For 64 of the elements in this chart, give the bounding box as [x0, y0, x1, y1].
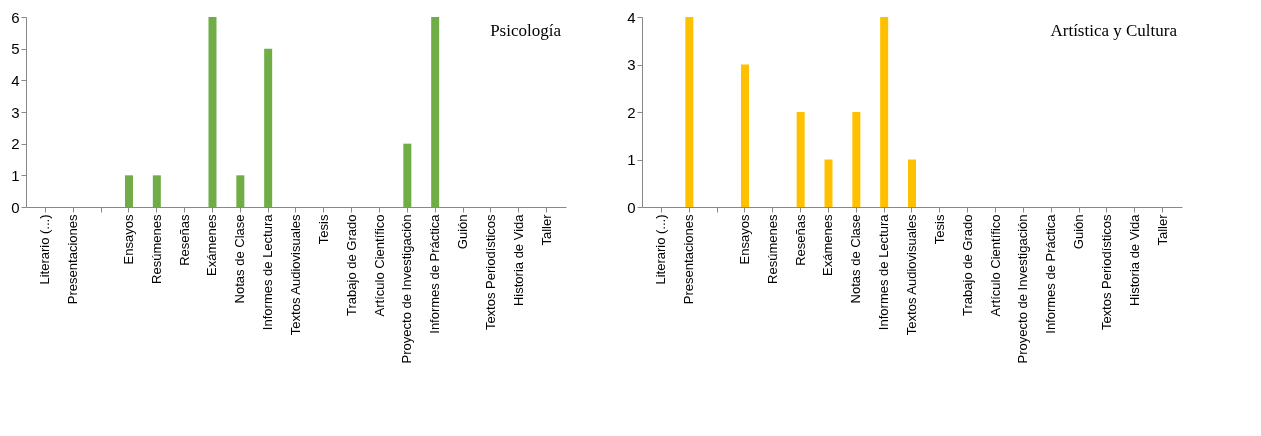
- bar: [124, 175, 133, 207]
- bar: [208, 17, 217, 207]
- y-tick-label: 2: [11, 135, 20, 153]
- bar: [685, 17, 694, 207]
- x-tick-label: Literario (...): [37, 214, 53, 285]
- x-tick-label: Informes de Práctica: [1043, 213, 1059, 334]
- x-tick-label: Informes de Lectura: [260, 213, 276, 331]
- x-tick-label: Informes de Práctica: [427, 213, 443, 334]
- x-tick-label: Resúmenes: [764, 214, 780, 284]
- x-tick-label: Guión: [455, 214, 471, 250]
- x-tick-label: Textos Audiovisuales: [288, 214, 303, 336]
- bar: [431, 17, 440, 207]
- x-tick-label: Ensayos: [120, 214, 136, 265]
- x-tick-label: Taller: [538, 213, 554, 246]
- x-tick-label: Guión: [1071, 214, 1087, 250]
- x-tick-label: Reseñas: [792, 214, 808, 266]
- x-tick-label: Textos Periodísticos: [1098, 214, 1114, 331]
- bar: [740, 64, 749, 207]
- y-tick-label: 5: [11, 40, 20, 58]
- bar: [403, 143, 412, 207]
- x-tick-label: Resúmenes: [148, 214, 164, 284]
- y-tick-label: 0: [11, 198, 20, 216]
- x-tick-label: Informes de Lectura: [876, 213, 892, 331]
- x-tick-label: Notas de Clase: [848, 214, 864, 304]
- x-tick-label: Historia de Vida: [1126, 213, 1142, 307]
- bar: [264, 48, 273, 207]
- y-tick-label: 4: [627, 8, 636, 26]
- bar: [824, 159, 833, 207]
- x-tick-label: Presentaciones: [681, 214, 697, 305]
- x-tick-label: Proyecto de Investigación: [1015, 214, 1031, 364]
- y-tick-label: 3: [627, 56, 636, 73]
- chart-title: Psicología: [490, 21, 562, 40]
- x-tick-label: Artículo Científico: [987, 214, 1003, 317]
- x-tick-label: Literario (...): [653, 214, 669, 285]
- x-tick-label: Ensayos: [736, 214, 752, 265]
- x-tick-label: Artículo Científico: [371, 214, 387, 317]
- x-tick-label: Tesis: [931, 214, 947, 245]
- chart-title: Artística y Cultura: [1050, 21, 1178, 40]
- y-tick-label: 2: [627, 103, 636, 121]
- y-tick-label: 1: [11, 166, 20, 184]
- y-tick-label: 0: [627, 198, 636, 216]
- x-tick-label: Textos Audiovisuales: [904, 214, 919, 336]
- x-tick-label: Textos Periodísticos: [482, 214, 498, 331]
- y-tick-label: 1: [627, 151, 636, 168]
- y-tick-label: 4: [11, 71, 20, 89]
- x-tick-label: Notas de Clase: [232, 214, 248, 304]
- x-tick-label: Exámenes: [820, 214, 836, 276]
- bar: [796, 112, 805, 207]
- x-tick-label: Tesis: [315, 214, 331, 245]
- x-tick-label: Presentaciones: [65, 214, 81, 305]
- bar: [908, 159, 916, 207]
- x-tick-label: Trabajo de Grado: [959, 214, 975, 316]
- x-tick-label: Exámenes: [204, 214, 220, 276]
- bar: [152, 175, 161, 207]
- y-tick-label: 3: [11, 103, 20, 121]
- x-tick-label: Proyecto de Investigación: [399, 214, 415, 364]
- bar: [880, 17, 889, 207]
- x-tick-label: Trabajo de Grado: [343, 214, 359, 316]
- y-tick-label: 6: [11, 8, 20, 26]
- x-tick-label: Reseñas: [176, 214, 192, 266]
- bar: [236, 175, 245, 207]
- x-tick-label: Taller: [1154, 213, 1170, 246]
- bar: [852, 112, 861, 207]
- x-tick-label: Historia de Vida: [510, 213, 526, 307]
